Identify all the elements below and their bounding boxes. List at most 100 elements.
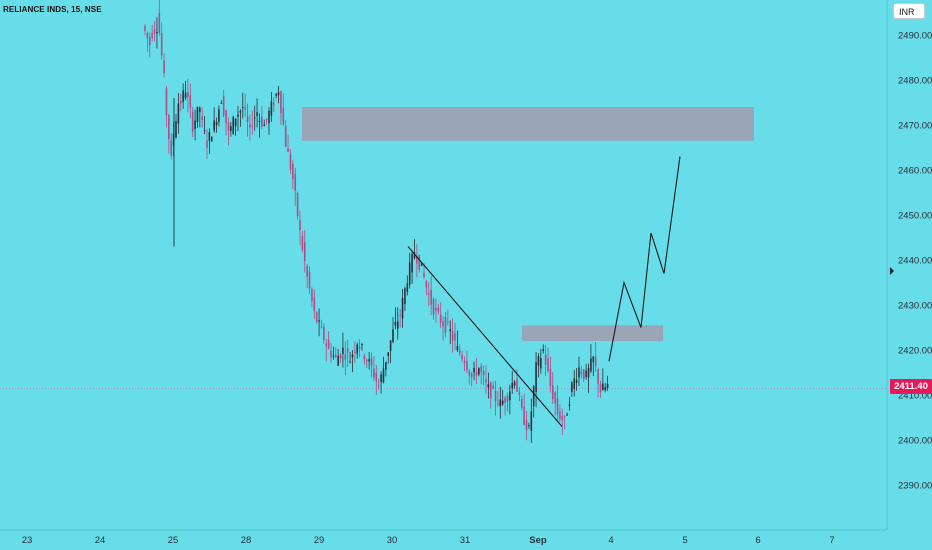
candle-body	[506, 395, 509, 402]
candle-body	[487, 383, 490, 388]
candle-body	[210, 137, 213, 142]
candle-body	[258, 120, 261, 123]
candle-body	[263, 124, 266, 127]
candle-body	[568, 404, 571, 407]
candle-body	[256, 112, 258, 116]
candle-body	[363, 355, 366, 360]
candle-body	[406, 283, 409, 292]
candle-body	[544, 354, 547, 365]
candle-body	[551, 385, 554, 400]
candle-body	[451, 331, 454, 341]
candle-body	[418, 254, 421, 270]
x-tick-label: 7	[829, 535, 834, 546]
candle-body	[239, 111, 242, 113]
candle-body	[466, 361, 468, 371]
candle-body	[542, 349, 545, 352]
candle-body	[489, 382, 492, 399]
candle-body	[377, 385, 380, 387]
candle-body	[463, 360, 466, 364]
candle-body	[351, 354, 354, 358]
candle-body	[199, 107, 201, 112]
candle-body	[225, 110, 227, 124]
candle-body	[265, 118, 268, 120]
candle-body	[342, 347, 344, 354]
candle-body	[194, 120, 196, 129]
y-tick-label: 2480.00	[898, 76, 932, 87]
candle-body	[411, 253, 413, 273]
candle-body	[313, 297, 316, 311]
candle-body	[413, 252, 416, 259]
candle-body	[182, 90, 184, 102]
candle-body	[330, 350, 332, 358]
candle-body	[563, 415, 566, 417]
candle-body	[311, 289, 313, 302]
candle-body	[261, 116, 263, 127]
candle-body	[537, 356, 540, 366]
candle-body	[387, 352, 390, 356]
x-tick-label: 31	[460, 535, 471, 546]
candle-body	[237, 114, 239, 117]
candle-body	[318, 320, 320, 322]
candle-body	[444, 316, 447, 333]
last-price-badge: 2411.40	[890, 379, 932, 394]
x-tick-label: 23	[22, 535, 33, 546]
candle-body	[497, 403, 499, 405]
candle-body	[334, 354, 337, 357]
candle-body	[599, 383, 602, 393]
x-tick-label: Sep	[529, 535, 547, 546]
candle-body	[416, 255, 418, 264]
y-tick-label: 2450.00	[898, 211, 932, 222]
candle-body	[492, 385, 494, 389]
candle-body	[549, 369, 552, 386]
candle-body	[425, 281, 428, 288]
candle-body	[594, 356, 597, 367]
candle-body	[559, 411, 561, 420]
supply-zone	[302, 107, 754, 141]
candle-body	[232, 116, 235, 134]
scroll-marker-icon	[890, 267, 894, 275]
candle-body	[327, 339, 330, 349]
currency-button[interactable]: INR	[893, 3, 925, 19]
candle-body	[518, 392, 521, 395]
candle-body	[458, 350, 461, 354]
candle-body	[423, 272, 425, 278]
candle-body	[146, 32, 149, 38]
candle-body	[270, 101, 273, 116]
candle-body	[308, 271, 311, 289]
candle-body	[470, 373, 473, 377]
candle-body	[153, 29, 156, 34]
candle-body	[365, 359, 368, 362]
y-tick-label: 2460.00	[898, 166, 932, 177]
candle-body	[234, 118, 237, 127]
candle-body	[561, 416, 564, 421]
candle-body	[556, 398, 559, 415]
candle-body	[275, 94, 277, 96]
y-tick-label: 2390.00	[898, 481, 932, 492]
candle-body	[296, 192, 299, 217]
candle-body	[597, 369, 599, 384]
candle-body	[230, 126, 232, 132]
candle-body	[213, 120, 215, 131]
candle-body	[332, 355, 335, 357]
candle-body	[346, 348, 349, 353]
candle-body	[203, 130, 206, 132]
candle-body	[602, 383, 604, 391]
candle-body	[392, 329, 394, 342]
candle-body	[165, 88, 168, 116]
candle-body	[404, 288, 406, 305]
candle-body	[287, 148, 289, 152]
candle-body	[592, 356, 595, 363]
candle-body	[454, 333, 456, 341]
candle-body	[485, 378, 487, 383]
candle-body	[382, 368, 385, 383]
x-tick-label: 5	[682, 535, 687, 546]
candle-body	[301, 236, 304, 250]
candle-body	[144, 26, 146, 32]
candle-body	[590, 358, 592, 372]
candle-body	[184, 92, 187, 99]
candle-body	[215, 122, 218, 126]
y-tick-label: 2470.00	[898, 121, 932, 132]
candle-body	[175, 121, 177, 138]
